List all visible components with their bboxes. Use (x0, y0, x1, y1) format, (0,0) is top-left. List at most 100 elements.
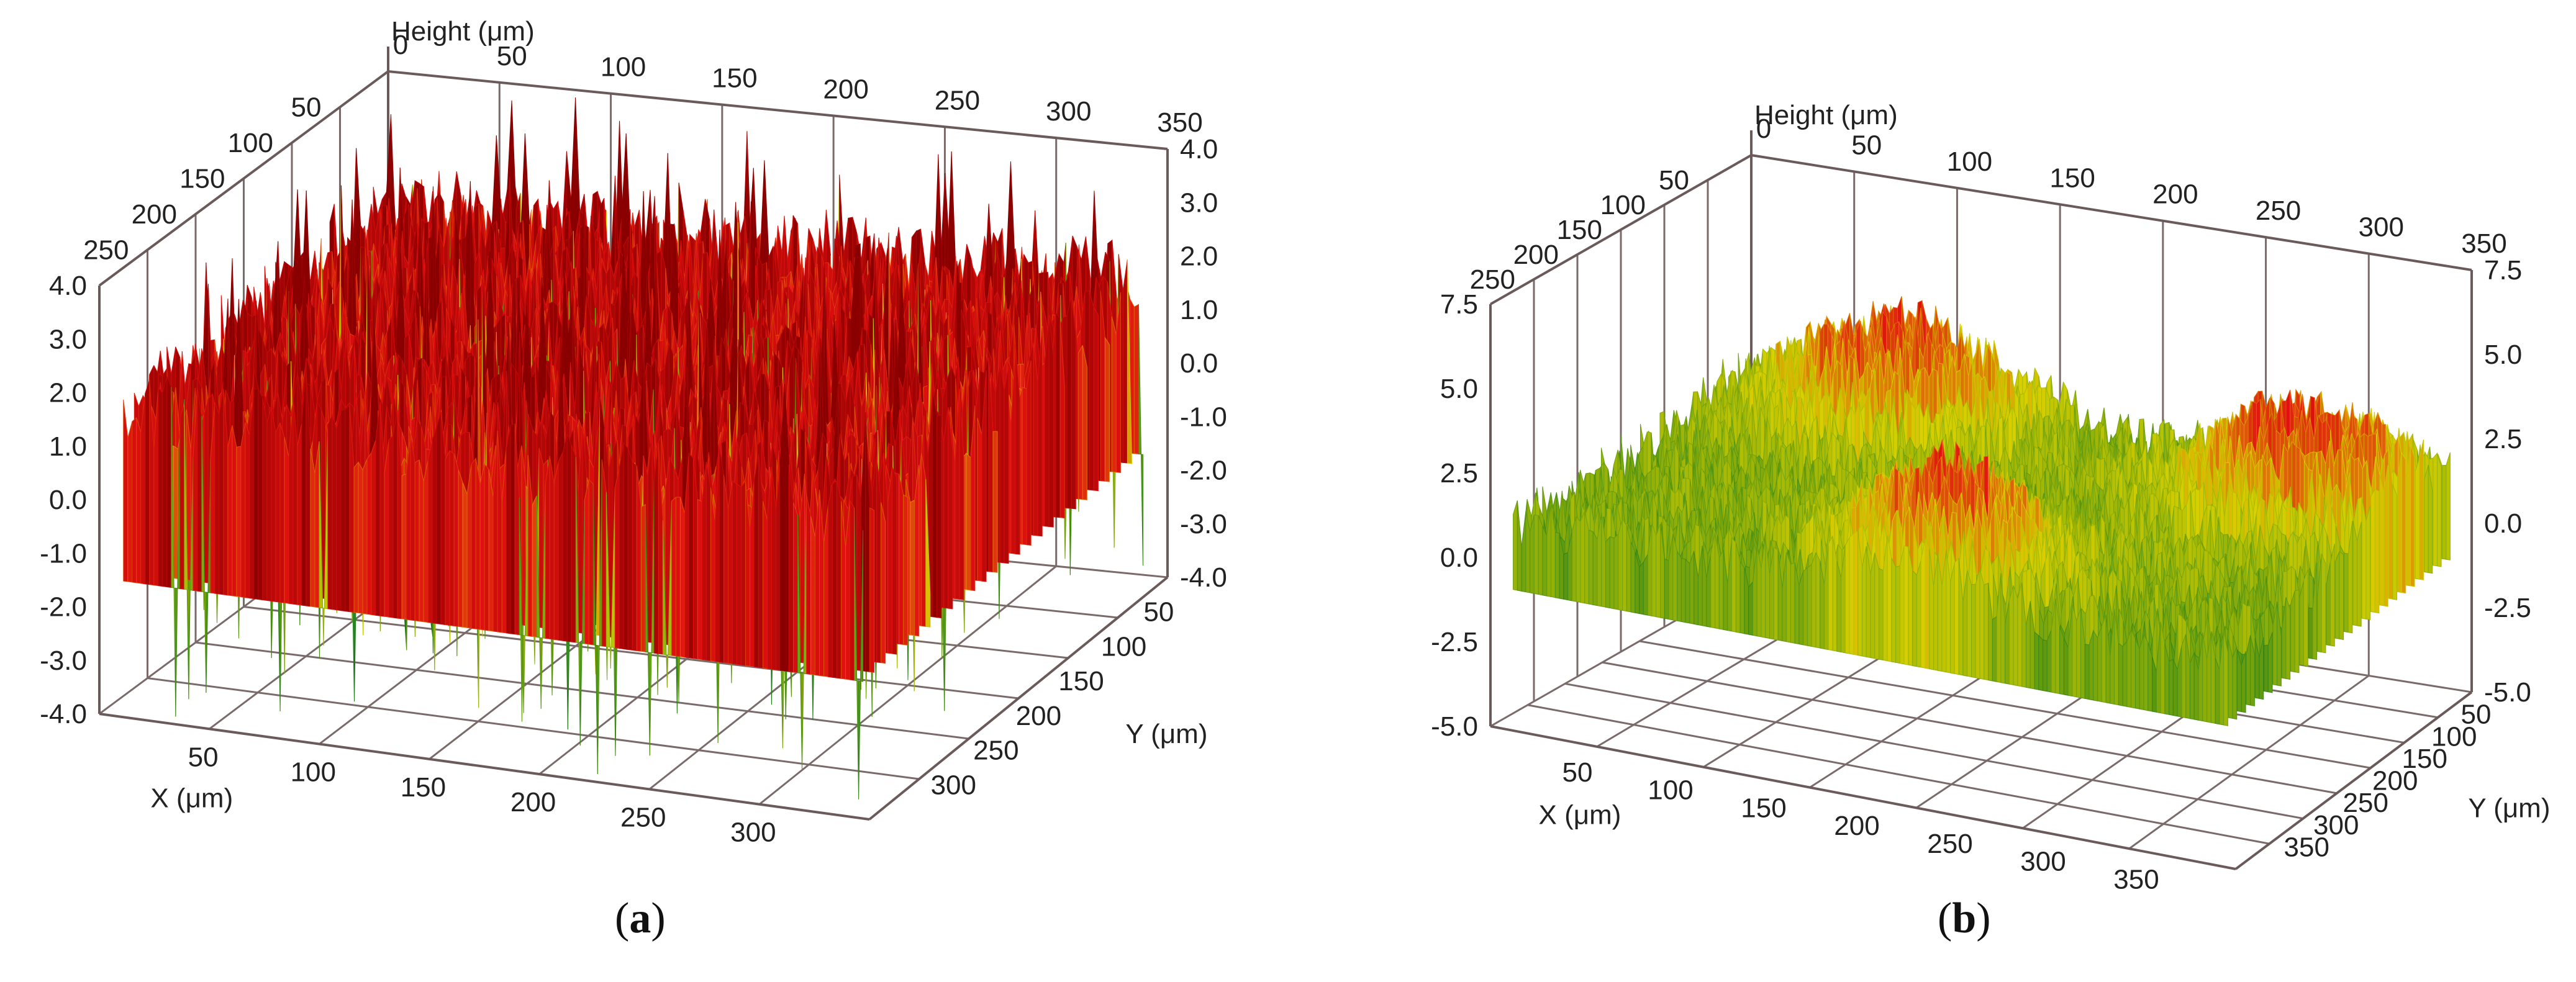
surface-facet (136, 417, 142, 584)
surface-facet (340, 408, 346, 612)
surface-facet (538, 448, 544, 629)
z-tick-left-label: -4.0 (40, 699, 87, 729)
surface-facet (179, 405, 185, 590)
x-tick-top-label: 100 (601, 52, 646, 83)
z-tick-left-label: 1.0 (49, 431, 87, 462)
surface-facet (479, 464, 485, 631)
surface-facet (132, 417, 137, 583)
y-tick-left-label: 50 (291, 92, 322, 123)
surface-facet (532, 495, 537, 638)
surface-facet (710, 487, 715, 662)
surface-facet (462, 482, 468, 628)
surface-facet (253, 388, 259, 600)
surface-facet (123, 399, 129, 582)
surface-facet (566, 433, 572, 642)
surface-facet (937, 414, 942, 619)
surface-facet (484, 463, 489, 631)
surface-facet (903, 494, 909, 646)
floor-grid-line-y (243, 606, 1019, 700)
x-tick-bottom-label: 50 (188, 742, 219, 772)
surface-facet (506, 425, 511, 634)
surface-facet (869, 507, 875, 673)
panel-b-surface-plot: 050100150200250300350501001502002507.55.… (1431, 100, 2550, 894)
surface-facet (297, 423, 302, 606)
surface-facet (1071, 296, 1076, 510)
surface-facet (640, 504, 646, 652)
x-tick-top-label: 250 (935, 85, 980, 115)
surface-facet (366, 451, 372, 615)
floor-grid-line-y (1527, 704, 2270, 845)
surface-facet (449, 449, 455, 626)
surface-facet (388, 435, 394, 618)
surface-facet (921, 453, 927, 627)
floor-grid-line-y (195, 641, 969, 740)
surface-facet (475, 458, 481, 630)
z-tick-right-label: 2.0 (1180, 241, 1218, 272)
y-tick-bottom-label: 150 (1058, 666, 1104, 696)
x-tick-bottom-label: 200 (510, 787, 556, 818)
surface-facet (488, 469, 494, 632)
surface-facet (245, 422, 250, 599)
floor-edge (1490, 725, 2236, 870)
surface-facet (262, 398, 268, 601)
surface-facet (910, 500, 915, 636)
surface-facet (236, 446, 242, 598)
surface-facet (214, 402, 220, 595)
surface-facet (932, 392, 938, 618)
surface-facet (375, 402, 381, 616)
surface-facet (1077, 345, 1083, 500)
surface-facet (466, 464, 472, 629)
surface-facet (2441, 464, 2447, 560)
surface-facet (943, 407, 949, 609)
x-tick-top-label: 150 (712, 63, 757, 94)
z-tick-left-label: -3.0 (40, 646, 87, 676)
surface-facet (999, 363, 1005, 564)
surface-facet (327, 415, 333, 610)
surface-facet (471, 457, 476, 629)
surface-facet (571, 445, 576, 643)
y-tick-bottom-label: 50 (1143, 597, 1174, 628)
surface-facet (162, 376, 168, 588)
surface-facet (789, 464, 794, 673)
surface-facet (384, 439, 389, 618)
surface-facet (279, 422, 285, 603)
surface-facet (358, 461, 363, 614)
z-tick-left-label: -1.0 (40, 538, 87, 569)
surface-facet (892, 466, 897, 655)
surface-facet (601, 459, 607, 647)
z-tick-left-label: 0.0 (49, 485, 87, 515)
y-tick-left-label: 150 (179, 164, 225, 194)
z-tick-left-label: 4.0 (49, 271, 87, 301)
surface-facet (1055, 312, 1061, 518)
surface-facet (1026, 361, 1032, 546)
surface-facet (258, 388, 263, 601)
z-tick-right-label: 3.0 (1180, 187, 1218, 218)
surface-facet (458, 469, 463, 628)
surface-facet (284, 437, 289, 604)
top-y-axis (98, 70, 389, 287)
surface-facet (675, 497, 681, 657)
surface-facet (401, 473, 407, 620)
surface-facet (632, 461, 637, 651)
surface-facet (423, 460, 429, 623)
surface-facet (966, 453, 971, 591)
floor-edge (868, 576, 1169, 821)
x-tick-top-label: 200 (823, 74, 868, 104)
surface-facet (736, 483, 742, 665)
z-tick-left-label: -2.0 (40, 592, 87, 623)
surface-facet (1093, 307, 1099, 492)
surface-facet (2433, 452, 2438, 567)
surface-facet (362, 459, 368, 615)
x-tick-bottom-label: 250 (620, 802, 666, 832)
surface-facet (623, 441, 628, 651)
surface-facet (332, 415, 337, 611)
surface-facet (549, 456, 555, 640)
surface-facet (1004, 366, 1009, 564)
surface-facet (584, 479, 589, 645)
surface-facet (145, 379, 150, 585)
surface-facet (887, 466, 893, 654)
surface-facet (832, 480, 838, 678)
surface-facet (1138, 304, 1144, 566)
surface-facet (410, 435, 415, 621)
surface-facet (562, 433, 568, 642)
